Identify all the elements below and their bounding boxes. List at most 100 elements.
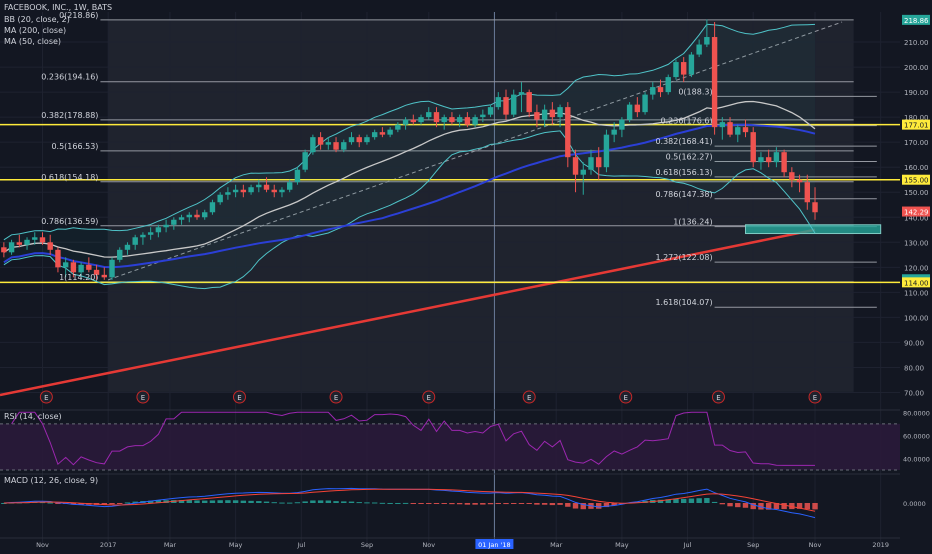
candle[interactable] — [480, 109, 486, 123]
rsi-line[interactable] — [11, 411, 815, 466]
candle[interactable] — [55, 247, 61, 273]
candle[interactable] — [202, 209, 208, 220]
candle[interactable] — [78, 262, 84, 280]
candle[interactable] — [596, 147, 602, 180]
candle[interactable] — [441, 114, 447, 130]
candle[interactable] — [387, 127, 393, 138]
candle[interactable] — [402, 117, 409, 130]
candle[interactable] — [271, 184, 277, 198]
earnings-marker[interactable]: E — [808, 390, 822, 404]
candle[interactable] — [456, 114, 463, 128]
candle[interactable] — [611, 122, 617, 143]
candle[interactable] — [147, 227, 154, 240]
candle[interactable] — [371, 129, 378, 140]
candle[interactable] — [742, 119, 749, 138]
candle[interactable] — [109, 257, 115, 280]
candle[interactable] — [279, 187, 285, 198]
earnings-marker[interactable]: E — [619, 390, 633, 404]
candle[interactable] — [711, 22, 718, 135]
earnings-marker[interactable]: E — [522, 390, 536, 404]
candle[interactable] — [124, 242, 131, 255]
candle[interactable] — [781, 149, 787, 178]
candle[interactable] — [256, 179, 262, 193]
candle[interactable] — [232, 184, 239, 198]
candle[interactable] — [8, 239, 15, 255]
candle[interactable] — [317, 132, 324, 150]
macd-signal-line[interactable] — [3, 488, 816, 512]
candle[interactable] — [472, 114, 478, 128]
candle[interactable] — [750, 127, 756, 168]
candle[interactable] — [495, 92, 501, 110]
candle[interactable] — [565, 102, 571, 168]
candle[interactable] — [32, 232, 38, 245]
candle[interactable] — [642, 92, 648, 115]
candle[interactable] — [302, 149, 308, 173]
candle[interactable] — [240, 184, 247, 198]
candle[interactable] — [310, 134, 316, 155]
candle[interactable] — [727, 117, 733, 138]
bollinger-basis-line[interactable] — [3, 100, 816, 258]
earnings-marker[interactable]: E — [39, 390, 53, 404]
candle[interactable] — [534, 104, 540, 128]
candle[interactable] — [140, 232, 146, 245]
candle[interactable] — [557, 104, 563, 128]
candle[interactable] — [132, 234, 138, 250]
earnings-marker[interactable]: E — [136, 390, 150, 404]
bollinger-lower-line[interactable] — [3, 130, 816, 290]
candle[interactable] — [364, 134, 370, 145]
candle[interactable] — [333, 137, 339, 153]
earnings-marker[interactable]: E — [329, 390, 343, 404]
indicator-ma200-label[interactable]: MA (200, close) — [4, 26, 67, 35]
candle[interactable] — [294, 167, 301, 185]
rsi-pane-label[interactable]: RSI (14, close) — [4, 412, 62, 421]
candle[interactable] — [572, 149, 579, 193]
candle[interactable] — [117, 247, 123, 263]
candle[interactable] — [673, 59, 679, 80]
earnings-marker[interactable]: E — [232, 390, 246, 404]
candle[interactable] — [526, 89, 532, 118]
candle[interactable] — [101, 267, 107, 280]
candle[interactable] — [812, 187, 818, 220]
earnings-marker[interactable]: E — [711, 390, 725, 404]
candle[interactable] — [16, 234, 23, 248]
candle[interactable] — [379, 127, 386, 138]
candle[interactable] — [789, 167, 795, 188]
candle[interactable] — [171, 217, 177, 230]
candle[interactable] — [464, 112, 471, 128]
candle[interactable] — [796, 174, 803, 193]
candle[interactable] — [773, 147, 780, 168]
candle[interactable] — [487, 104, 494, 118]
candle[interactable] — [93, 264, 100, 280]
candle[interactable] — [248, 184, 254, 195]
candle[interactable] — [24, 237, 30, 250]
candle[interactable] — [433, 107, 440, 128]
candle[interactable] — [410, 114, 417, 125]
candle[interactable] — [719, 117, 726, 140]
candle[interactable] — [603, 129, 610, 173]
candle[interactable] — [518, 82, 525, 113]
candle[interactable] — [735, 124, 741, 143]
candle[interactable] — [186, 212, 192, 223]
candle[interactable] — [634, 97, 641, 118]
candle[interactable] — [619, 117, 625, 138]
earnings-marker[interactable]: E — [422, 390, 436, 404]
indicator-ma50-label[interactable]: MA (50, close) — [4, 37, 62, 46]
candle[interactable] — [356, 134, 362, 148]
candle[interactable] — [765, 149, 772, 168]
candle[interactable] — [657, 79, 664, 98]
candle[interactable] — [511, 89, 517, 118]
candle[interactable] — [588, 149, 594, 175]
candle[interactable] — [70, 259, 77, 278]
candle[interactable] — [217, 192, 223, 205]
indicator-bb-label[interactable]: BB (20, close, 2) — [4, 15, 70, 24]
candle[interactable] — [62, 257, 69, 278]
candle[interactable] — [704, 19, 710, 48]
candle[interactable] — [696, 39, 702, 58]
candle[interactable] — [665, 74, 671, 95]
candle[interactable] — [178, 214, 185, 225]
candle[interactable] — [426, 107, 432, 120]
candle[interactable] — [580, 162, 586, 195]
candle[interactable] — [39, 232, 46, 245]
candle[interactable] — [626, 102, 633, 123]
